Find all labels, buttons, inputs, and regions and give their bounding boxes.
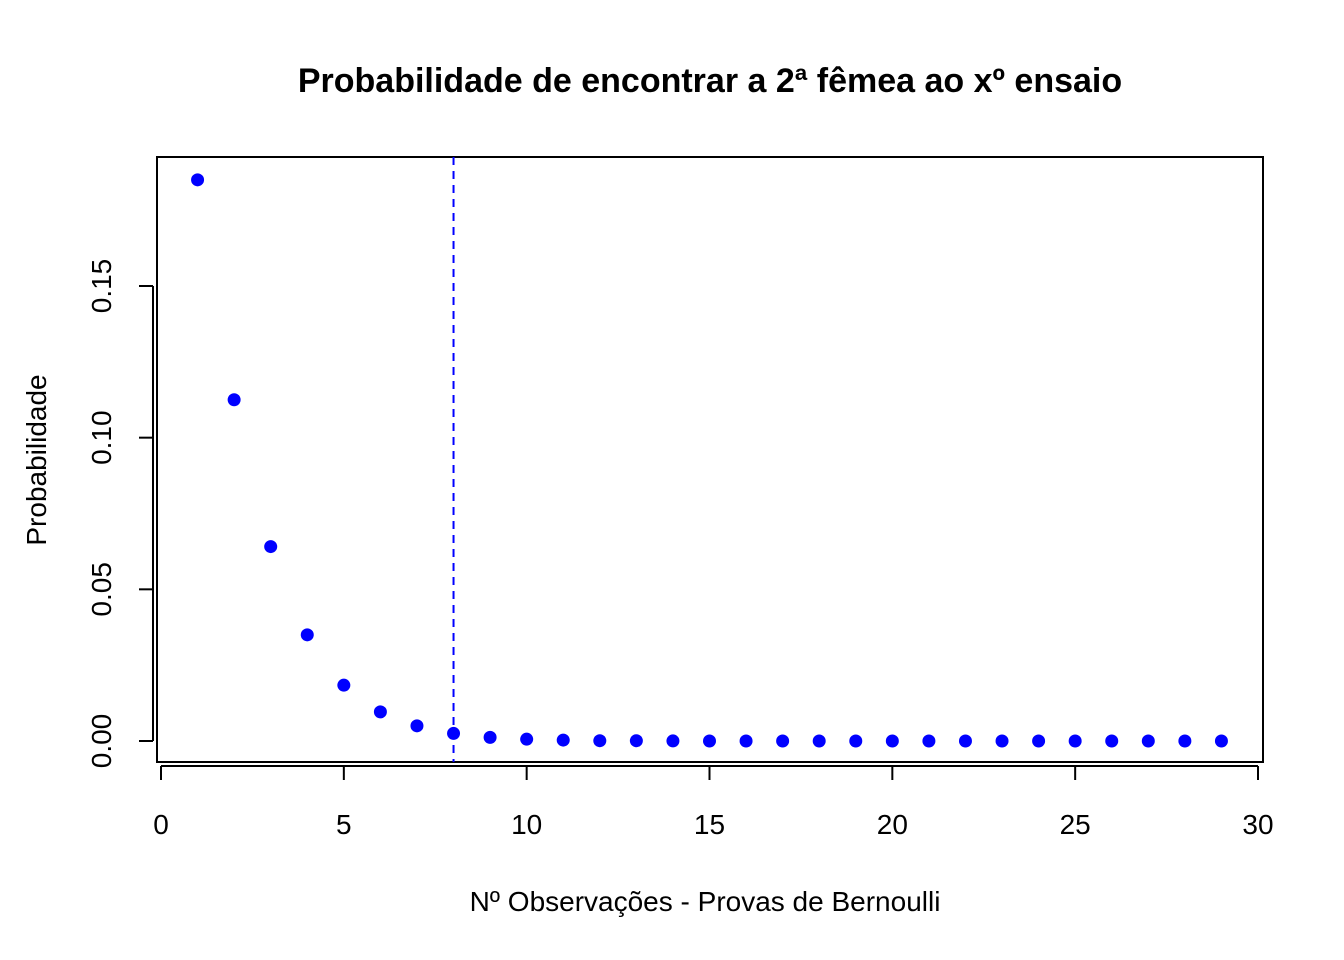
data-point	[922, 734, 936, 748]
data-point	[191, 173, 205, 187]
x-tick-label: 15	[694, 809, 725, 840]
x-tick-label: 10	[511, 809, 542, 840]
data-point	[556, 733, 570, 747]
data-point	[1178, 734, 1192, 748]
plot-box	[156, 156, 1264, 763]
data-point	[1032, 734, 1046, 748]
x-axis-label: Nº Observações - Provas de Bernoulli	[470, 886, 941, 917]
data-point	[264, 540, 278, 554]
y-tick-label: 0.15	[86, 259, 117, 314]
x-tick-label: 20	[877, 809, 908, 840]
data-point	[337, 678, 351, 692]
data-point	[1068, 734, 1082, 748]
data-point	[666, 734, 680, 748]
x-tick-label: 30	[1242, 809, 1273, 840]
data-point	[593, 734, 607, 748]
x-tick-label: 0	[153, 809, 169, 840]
y-tick-label: 0.10	[86, 410, 117, 465]
y-tick-label: 0.05	[86, 562, 117, 617]
data-point	[739, 734, 753, 748]
data-point	[629, 734, 643, 748]
data-point	[958, 734, 972, 748]
data-point	[520, 732, 534, 746]
data-point	[227, 393, 241, 407]
x-axis: 0 5 10 15 20 25 30	[153, 765, 1274, 840]
y-tick-label: 0.00	[86, 714, 117, 769]
data-point	[447, 726, 461, 740]
data-point	[410, 719, 424, 733]
y-axis-label: Probabilidade	[21, 374, 52, 545]
data-point	[849, 734, 863, 748]
data-point	[812, 734, 826, 748]
data-point	[1214, 734, 1228, 748]
data-point	[776, 734, 790, 748]
x-tick-label: 25	[1060, 809, 1091, 840]
data-point	[995, 734, 1009, 748]
data-point	[1141, 734, 1155, 748]
y-axis: 0.00 0.05 0.10 0.15	[86, 259, 154, 769]
x-tick-label: 5	[336, 809, 352, 840]
data-point	[373, 705, 387, 719]
data-point	[1105, 734, 1119, 748]
points-layer	[191, 173, 1228, 748]
chart-title: Probabilidade de encontrar a 2ª fêmea ao…	[298, 62, 1122, 100]
data-point	[300, 628, 314, 642]
data-point	[703, 734, 716, 748]
data-point	[885, 734, 899, 748]
data-point	[483, 730, 497, 744]
